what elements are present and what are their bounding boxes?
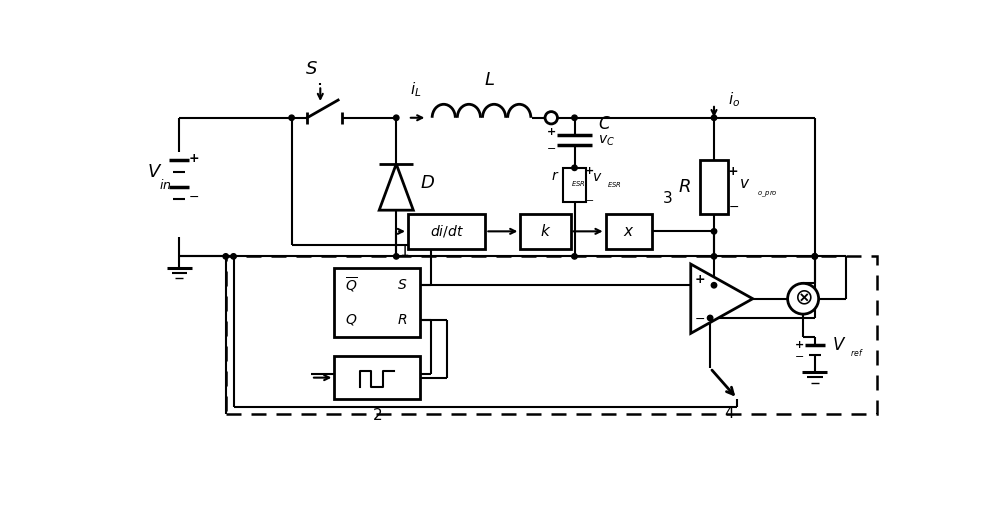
Text: $\otimes$: $\otimes$ xyxy=(794,289,812,309)
Text: $2$: $2$ xyxy=(372,406,382,423)
Text: $v$: $v$ xyxy=(739,176,750,191)
Text: $v_C$: $v_C$ xyxy=(598,134,615,148)
Text: $-$: $-$ xyxy=(188,190,200,203)
Text: $\overline{Q}$: $\overline{Q}$ xyxy=(345,275,358,295)
Text: $r$: $r$ xyxy=(551,169,559,183)
Text: $k$: $k$ xyxy=(540,223,551,240)
Text: $R$: $R$ xyxy=(397,313,408,327)
Bar xyxy=(563,168,586,203)
Text: $Q$: $Q$ xyxy=(345,312,357,327)
Circle shape xyxy=(788,283,819,314)
Circle shape xyxy=(572,253,577,259)
Text: $_{ESR}$: $_{ESR}$ xyxy=(571,179,585,189)
Bar xyxy=(408,214,485,249)
Circle shape xyxy=(572,115,577,121)
Circle shape xyxy=(812,253,817,259)
Text: $L$: $L$ xyxy=(484,70,495,89)
Text: $D$: $D$ xyxy=(420,174,434,192)
Text: +: + xyxy=(728,165,739,178)
Text: +: + xyxy=(695,273,705,286)
Text: $4$: $4$ xyxy=(724,405,735,421)
Bar xyxy=(226,256,877,414)
Text: $R$: $R$ xyxy=(678,178,691,196)
Text: $C$: $C$ xyxy=(598,115,611,133)
Text: $in$: $in$ xyxy=(159,178,172,192)
Text: $S$: $S$ xyxy=(397,278,408,292)
Text: $v$: $v$ xyxy=(592,170,602,185)
Bar xyxy=(606,214,652,249)
Bar xyxy=(334,268,420,337)
Bar xyxy=(520,214,571,249)
Circle shape xyxy=(711,253,717,259)
Circle shape xyxy=(711,115,717,121)
Text: $x$: $x$ xyxy=(623,224,635,239)
Text: $V$: $V$ xyxy=(832,336,846,354)
Text: $S$: $S$ xyxy=(305,60,317,78)
Text: $-$: $-$ xyxy=(546,142,556,152)
Circle shape xyxy=(711,229,717,234)
Circle shape xyxy=(394,253,399,259)
Bar xyxy=(700,160,728,214)
Text: $1$: $1$ xyxy=(399,243,409,259)
Text: $-$: $-$ xyxy=(585,193,595,204)
Text: $-$: $-$ xyxy=(728,200,739,213)
Text: $_{ESR}$: $_{ESR}$ xyxy=(607,180,622,190)
Text: $-$: $-$ xyxy=(794,350,804,360)
Text: $_{o\_pro}$: $_{o\_pro}$ xyxy=(757,190,777,200)
Text: +: + xyxy=(795,340,804,350)
Circle shape xyxy=(572,165,577,170)
Circle shape xyxy=(223,253,228,259)
Text: $i_L$: $i_L$ xyxy=(410,80,421,98)
Text: +: + xyxy=(547,127,556,136)
Circle shape xyxy=(394,115,399,121)
Text: $_{ref}$: $_{ref}$ xyxy=(850,348,863,360)
Polygon shape xyxy=(691,264,753,333)
Circle shape xyxy=(707,315,713,321)
Circle shape xyxy=(289,115,294,121)
Text: $V$: $V$ xyxy=(147,163,162,181)
Text: +: + xyxy=(585,166,595,176)
Polygon shape xyxy=(379,164,413,210)
Text: +: + xyxy=(189,152,199,165)
Circle shape xyxy=(812,253,817,259)
Text: $3$: $3$ xyxy=(662,190,673,206)
Circle shape xyxy=(231,253,236,259)
Circle shape xyxy=(711,283,717,288)
Text: $i_o$: $i_o$ xyxy=(728,91,740,109)
Bar xyxy=(334,357,420,399)
Text: $-$: $-$ xyxy=(694,311,706,324)
Text: $di/dt$: $di/dt$ xyxy=(430,223,464,240)
